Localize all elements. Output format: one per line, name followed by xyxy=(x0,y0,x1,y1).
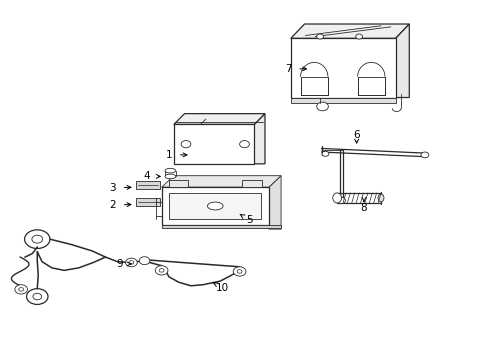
Polygon shape xyxy=(300,77,327,95)
Circle shape xyxy=(32,235,42,243)
Polygon shape xyxy=(136,181,159,189)
Circle shape xyxy=(355,34,362,39)
Text: 9: 9 xyxy=(117,259,123,269)
Text: 4: 4 xyxy=(143,171,150,181)
Polygon shape xyxy=(169,193,261,219)
Polygon shape xyxy=(161,187,268,225)
Circle shape xyxy=(322,151,328,156)
Polygon shape xyxy=(173,125,254,164)
Polygon shape xyxy=(173,114,264,125)
Text: 6: 6 xyxy=(353,130,359,140)
Circle shape xyxy=(181,140,190,148)
Text: 7: 7 xyxy=(285,64,291,74)
Ellipse shape xyxy=(164,174,175,179)
Polygon shape xyxy=(161,225,281,228)
Circle shape xyxy=(239,140,249,148)
Circle shape xyxy=(237,270,242,273)
Circle shape xyxy=(129,261,134,264)
Text: 5: 5 xyxy=(245,215,252,225)
Polygon shape xyxy=(242,180,261,187)
Text: 1: 1 xyxy=(165,150,172,160)
Text: 10: 10 xyxy=(216,283,229,293)
Circle shape xyxy=(139,257,150,265)
Polygon shape xyxy=(136,198,159,206)
Circle shape xyxy=(15,285,27,294)
Ellipse shape xyxy=(164,168,175,173)
Text: 3: 3 xyxy=(109,183,116,193)
Circle shape xyxy=(33,293,41,300)
Polygon shape xyxy=(161,176,281,187)
Circle shape xyxy=(26,289,48,305)
Circle shape xyxy=(336,197,345,204)
Polygon shape xyxy=(268,176,281,229)
Circle shape xyxy=(19,288,23,291)
Polygon shape xyxy=(290,39,395,98)
Circle shape xyxy=(24,230,50,248)
Circle shape xyxy=(159,269,163,272)
Text: 2: 2 xyxy=(109,200,116,210)
Ellipse shape xyxy=(377,194,383,202)
Polygon shape xyxy=(357,77,384,95)
Circle shape xyxy=(233,267,245,276)
Text: 8: 8 xyxy=(360,203,366,213)
Polygon shape xyxy=(254,114,264,164)
Ellipse shape xyxy=(332,193,341,203)
Circle shape xyxy=(316,34,323,39)
Circle shape xyxy=(420,152,428,158)
Circle shape xyxy=(155,266,167,275)
Polygon shape xyxy=(290,24,408,39)
Circle shape xyxy=(316,102,328,111)
Polygon shape xyxy=(395,24,408,98)
Ellipse shape xyxy=(207,202,223,210)
Circle shape xyxy=(125,258,137,267)
Polygon shape xyxy=(168,180,188,187)
Polygon shape xyxy=(290,98,395,103)
